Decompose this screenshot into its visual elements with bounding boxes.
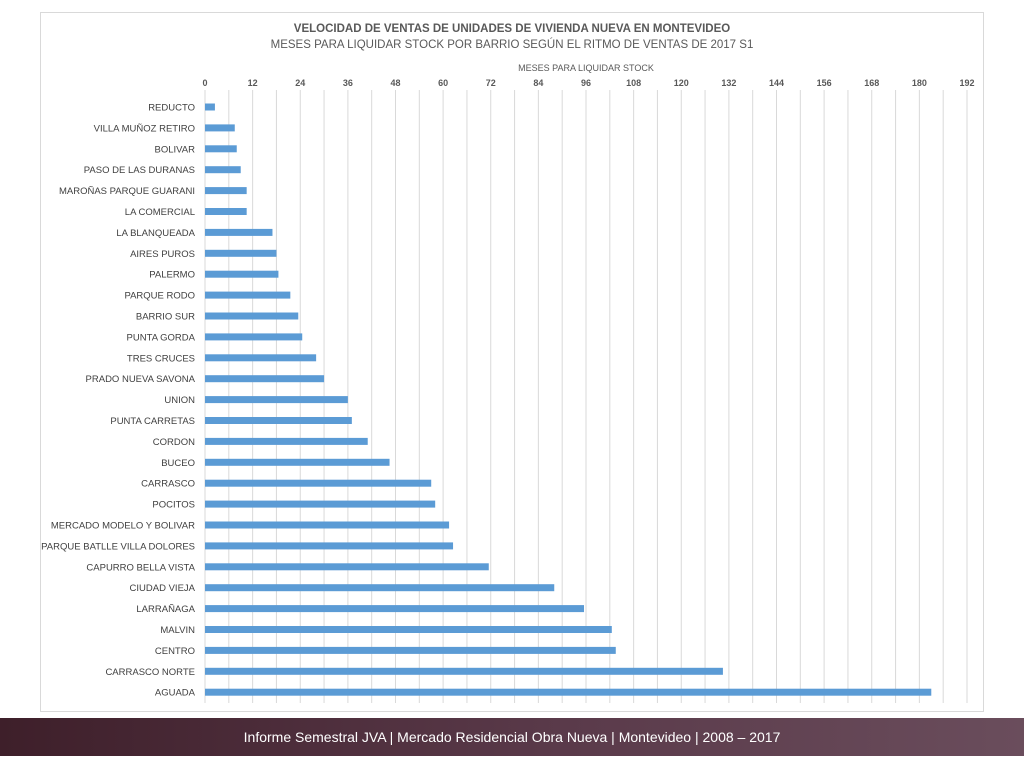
category-label: CAPURRO BELLA VISTA	[86, 562, 195, 573]
x-tick-label: 12	[248, 78, 258, 88]
bar	[205, 584, 555, 592]
x-tick-label: 156	[817, 78, 832, 88]
category-label: TRES CRUCES	[127, 353, 195, 364]
x-axis-title: MESES PARA LIQUIDAR STOCK	[518, 63, 654, 73]
x-tick-label: 48	[390, 78, 400, 88]
category-labels: REDUCTO VILLA MUÑOZ RETIRO BOLIVAR PASO DE …	[41, 103, 195, 699]
x-tick-label: 72	[486, 78, 496, 88]
x-tick-label: 24	[295, 78, 305, 88]
x-tick-label: 36	[343, 78, 353, 88]
category-label: CARRASCO	[141, 479, 195, 490]
bar	[205, 145, 237, 153]
x-tick-label: 84	[533, 78, 543, 88]
bar	[205, 375, 325, 383]
bar	[205, 626, 612, 633]
bar	[205, 458, 390, 466]
category-label: AGUADA	[155, 688, 196, 699]
bar	[205, 688, 932, 696]
bar	[205, 228, 273, 236]
category-label: PUNTA CARRETAS	[110, 416, 195, 427]
bar	[205, 249, 277, 257]
bar-chart: VELOCIDAD DE VENTAS DE UNIDADES DE VIVIE…	[41, 23, 975, 703]
bar	[205, 124, 235, 132]
category-label: VILLA MUÑOZ RETIRO	[94, 123, 195, 134]
category-label: PALERMO	[149, 270, 195, 281]
category-label: LA BLANQUEADA	[116, 228, 195, 239]
bar	[205, 396, 348, 404]
bar	[205, 270, 279, 278]
bar	[205, 291, 291, 299]
category-label: MALVIN	[160, 625, 195, 636]
x-tick-label: 108	[626, 78, 641, 88]
x-tick-label: 180	[912, 78, 927, 88]
bar	[205, 542, 454, 550]
bars	[205, 103, 932, 696]
bar	[205, 187, 247, 195]
footer-band: Informe Semestral JVA | Mercado Residenc…	[0, 718, 1024, 756]
bar	[205, 500, 436, 508]
bar	[205, 437, 368, 445]
category-label: CARRASCO NORTE	[105, 667, 195, 678]
x-tick-label: 0	[202, 78, 207, 88]
x-tick-label: 60	[438, 78, 448, 88]
x-axis-ticks: 0 12 24 36 48 60 72 84 96 108 120 132 144 156 168 180 19…	[202, 78, 974, 88]
category-label: CORDON	[153, 437, 195, 448]
bar	[205, 312, 299, 320]
x-tick-label: 168	[864, 78, 879, 88]
chart-subtitle: MESES PARA LIQUIDAR STOCK POR BARRIO SEG…	[271, 38, 754, 51]
category-label: PRADO NUEVA SAVONA	[86, 374, 196, 385]
bar	[205, 563, 489, 571]
bar	[205, 208, 247, 215]
chart-title: VELOCIDAD DE VENTAS DE UNIDADES DE VIVIE…	[294, 23, 730, 35]
category-label: MAROÑAS PARQUE GUARANI	[59, 186, 195, 197]
category-label: BOLIVAR	[155, 144, 196, 155]
category-label: CENTRO	[155, 646, 195, 657]
category-label: LA COMERCIAL	[125, 207, 195, 218]
category-label: MERCADO MODELO Y BOLIVAR	[51, 521, 195, 532]
bar	[205, 333, 303, 341]
category-label: PASO DE LAS DURANAS	[84, 165, 195, 176]
bar	[205, 667, 723, 675]
bar	[205, 166, 241, 174]
x-tick-label: 144	[769, 78, 784, 88]
category-label: PARQUE RODO	[124, 291, 195, 302]
x-tick-label: 192	[959, 78, 974, 88]
category-label: UNION	[164, 395, 195, 406]
chart-frame: VELOCIDAD DE VENTAS DE UNIDADES DE VIVIE…	[40, 12, 984, 712]
x-tick-label: 120	[674, 78, 689, 88]
bar	[205, 479, 432, 487]
category-label: REDUCTO	[148, 103, 195, 114]
category-label: AIRES PUROS	[130, 249, 195, 260]
category-label: PARQUE BATLLE VILLA DOLORES	[41, 541, 195, 552]
bar	[205, 521, 450, 529]
bar	[205, 646, 616, 654]
category-label: LARRAÑAGA	[136, 604, 195, 615]
grid-lines	[204, 90, 968, 703]
bar	[205, 103, 215, 111]
category-label: BARRIO SUR	[136, 312, 195, 323]
bar	[205, 417, 352, 424]
category-label: BUCEO	[161, 458, 195, 469]
bar	[205, 354, 317, 362]
x-tick-label: 96	[581, 78, 591, 88]
category-label: CIUDAD VIEJA	[130, 583, 196, 594]
x-tick-label: 132	[721, 78, 736, 88]
bar	[205, 605, 585, 613]
footer-text: Informe Semestral JVA | Mercado Residenc…	[243, 729, 781, 745]
category-label: PUNTA GORDA	[127, 332, 196, 343]
category-label: POCITOS	[152, 500, 195, 511]
